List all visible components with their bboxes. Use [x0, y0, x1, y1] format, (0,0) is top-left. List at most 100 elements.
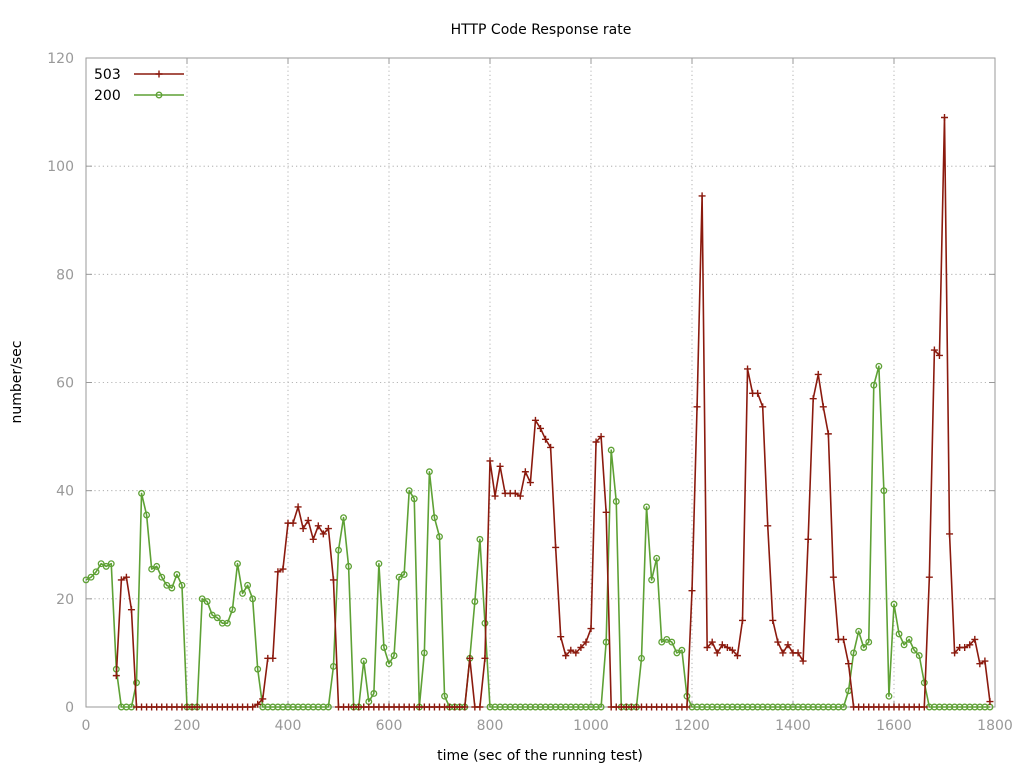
data-point-503	[329, 576, 337, 584]
data-point-503	[531, 416, 539, 424]
data-point-503	[966, 641, 974, 649]
data-point-200	[915, 652, 923, 660]
data-point-200	[597, 703, 605, 711]
series-200	[82, 362, 994, 711]
legend-label-503: 503	[94, 67, 121, 83]
x-tick-label: 0	[82, 718, 91, 734]
y-tick-label: 0	[65, 700, 74, 716]
data-point-503	[693, 403, 701, 411]
data-point-503	[562, 652, 570, 660]
data-point-200	[203, 598, 211, 605]
data-point-503	[829, 573, 837, 581]
data-point-200	[163, 581, 171, 589]
data-point-200	[643, 503, 650, 511]
data-point-503	[728, 646, 736, 654]
data-point-503	[986, 698, 994, 706]
y-tick-label: 40	[56, 484, 74, 500]
data-point-503	[547, 443, 555, 451]
data-point-200	[678, 646, 686, 654]
y-axis-ticks: 0 20 40 60 80 100 120	[47, 51, 995, 716]
data-point-503	[774, 638, 782, 646]
chart-title: HTTP Code Response rate	[451, 22, 632, 38]
data-point-200	[653, 554, 661, 562]
data-point-200	[875, 362, 883, 370]
data-point-200	[840, 703, 847, 711]
data-point-200	[340, 514, 347, 522]
data-point-503	[289, 519, 297, 527]
x-tick-label: 400	[275, 718, 302, 734]
data-point-503	[324, 525, 332, 533]
data-point-503	[476, 703, 484, 711]
data-point-200	[910, 646, 918, 654]
data-point-503	[925, 573, 933, 581]
data-point-503	[466, 654, 474, 662]
legend-marker	[155, 70, 163, 78]
data-point-503	[557, 633, 565, 641]
data-point-200	[360, 657, 368, 665]
data-point-503	[582, 638, 590, 646]
data-point-200	[102, 562, 110, 570]
data-point-200	[82, 576, 90, 584]
data-point-503	[521, 468, 529, 476]
data-point-503	[799, 657, 807, 665]
series-503	[112, 113, 994, 711]
data-point-503	[602, 508, 610, 516]
data-point-200	[97, 560, 105, 568]
data-point-503	[542, 435, 550, 443]
data-point-200	[234, 560, 241, 568]
data-point-503	[597, 433, 605, 441]
data-point-200	[158, 573, 166, 581]
data-point-200	[880, 487, 888, 495]
data-point-503	[491, 492, 499, 500]
data-point-200	[855, 627, 863, 635]
data-point-503	[845, 660, 853, 668]
data-point-503	[299, 525, 307, 533]
data-point-200	[481, 619, 489, 627]
data-point-200	[208, 611, 216, 619]
grid	[86, 58, 995, 707]
data-point-503	[708, 638, 716, 646]
data-point-503	[804, 535, 812, 543]
data-point-503	[496, 462, 504, 470]
data-point-503	[981, 657, 989, 665]
x-tick-label: 800	[477, 718, 504, 734]
x-axis-label: time (sec of the running test)	[437, 748, 643, 764]
data-point-200	[905, 635, 913, 643]
data-point-200	[476, 535, 484, 543]
x-tick-label: 1800	[977, 718, 1013, 734]
data-point-200	[607, 446, 615, 454]
data-point-503	[703, 644, 711, 652]
data-point-503	[769, 616, 777, 624]
data-point-503	[461, 703, 469, 711]
data-point-200	[153, 562, 161, 570]
data-point-503	[809, 395, 817, 403]
data-point-200	[133, 679, 140, 687]
data-point-503	[764, 522, 772, 530]
data-point-200	[895, 630, 903, 638]
x-tick-label: 200	[174, 718, 201, 734]
data-point-503	[319, 530, 327, 538]
data-point-503	[269, 654, 277, 662]
data-point-503	[754, 389, 762, 397]
data-point-503	[739, 616, 746, 624]
data-point-200	[890, 600, 898, 608]
data-point-503	[733, 652, 741, 660]
data-point-200	[400, 571, 408, 578]
data-point-200	[658, 638, 666, 646]
data-point-200	[380, 644, 388, 651]
data-point-503	[577, 644, 585, 652]
data-point-200	[324, 703, 332, 711]
data-point-503	[779, 649, 787, 657]
data-point-200	[668, 638, 676, 646]
data-point-503	[537, 424, 544, 432]
legend-label-200: 200	[94, 88, 121, 104]
y-tick-label: 20	[56, 592, 74, 608]
series-line-503	[115, 116, 991, 708]
data-point-503	[840, 635, 847, 643]
x-tick-label: 1200	[674, 718, 710, 734]
data-point-503	[935, 351, 943, 359]
data-point-200	[107, 560, 115, 568]
data-point-503	[259, 695, 267, 703]
data-point-200	[431, 514, 438, 522]
